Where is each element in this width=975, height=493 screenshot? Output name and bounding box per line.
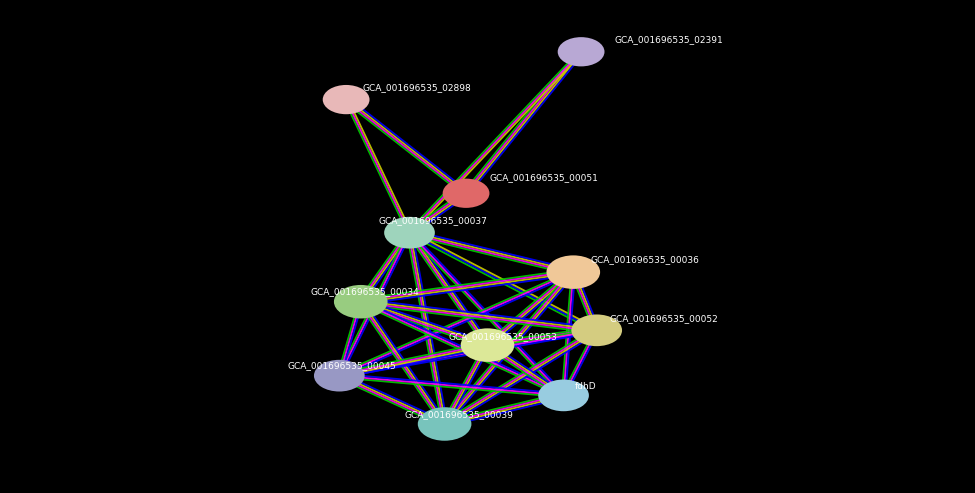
Ellipse shape (314, 360, 365, 391)
Text: GCA_001696535_00034: GCA_001696535_00034 (310, 287, 419, 296)
Ellipse shape (323, 85, 370, 114)
Text: GCA_001696535_00045: GCA_001696535_00045 (288, 361, 397, 370)
Text: GCA_001696535_00039: GCA_001696535_00039 (405, 411, 514, 420)
Ellipse shape (546, 255, 600, 289)
Ellipse shape (571, 315, 622, 346)
Ellipse shape (418, 407, 472, 441)
Text: GCA_001696535_02391: GCA_001696535_02391 (614, 35, 723, 44)
Ellipse shape (538, 380, 589, 411)
Ellipse shape (384, 217, 435, 248)
Ellipse shape (443, 178, 489, 208)
Text: GCA_001696535_00053: GCA_001696535_00053 (448, 332, 558, 341)
Text: GCA_001696535_00052: GCA_001696535_00052 (609, 314, 719, 323)
Ellipse shape (558, 37, 604, 67)
Text: GCA_001696535_02898: GCA_001696535_02898 (363, 83, 472, 92)
Ellipse shape (333, 285, 388, 318)
Text: GCA_001696535_00036: GCA_001696535_00036 (591, 255, 700, 264)
Text: GCA_001696535_00037: GCA_001696535_00037 (378, 216, 488, 225)
Text: fdhD: fdhD (575, 382, 597, 391)
Ellipse shape (460, 328, 515, 362)
Text: GCA_001696535_00051: GCA_001696535_00051 (489, 173, 599, 182)
